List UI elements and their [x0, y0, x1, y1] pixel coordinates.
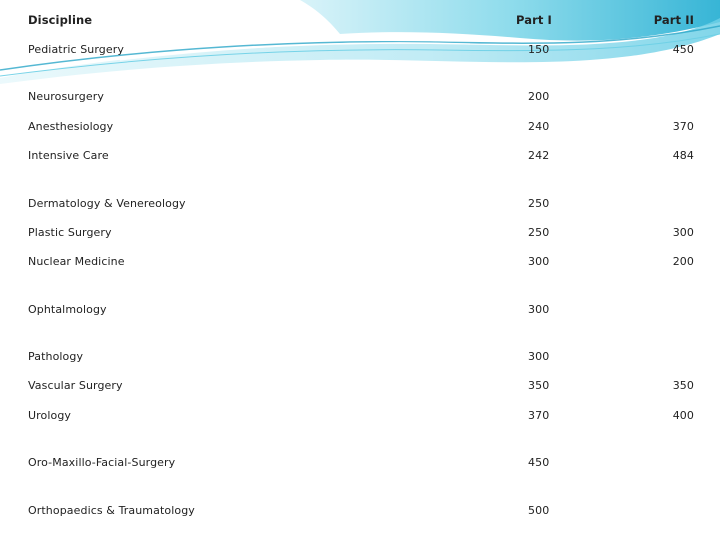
row-part2: 484 [672, 149, 694, 162]
row-discipline: Pathology [28, 350, 84, 363]
row-part2: 400 [672, 409, 694, 422]
row-part1: 242 [528, 149, 550, 162]
row-part1: 240 [528, 120, 550, 133]
row-discipline: Dermatology & Venereology [28, 197, 186, 210]
header-discipline: Discipline [28, 13, 93, 27]
row-part2: 450 [672, 43, 694, 56]
wave-shape-main [300, 0, 720, 41]
row-discipline: Anesthesiology [28, 120, 114, 133]
row-part2: 200 [672, 255, 694, 268]
row-part1: 300 [528, 255, 550, 268]
row-part2: 300 [672, 226, 694, 239]
header-part1: Part I [516, 13, 552, 27]
row-discipline: Neurosurgery [28, 90, 104, 103]
row-discipline: Orthopaedics & Traumatology [28, 504, 195, 517]
row-discipline: Nuclear Medicine [28, 255, 125, 268]
row-part1: 300 [528, 303, 550, 316]
row-discipline: Urology [28, 409, 72, 422]
row-part1: 500 [528, 504, 550, 517]
wave-shape-lower [0, 18, 720, 84]
decorative-wave-banner [0, 0, 720, 84]
row-part1: 250 [528, 197, 550, 210]
row-discipline: Ophtalmology [28, 303, 107, 316]
row-discipline: Intensive Care [28, 149, 109, 162]
row-part1: 150 [528, 43, 550, 56]
row-discipline: Oro-Maxillo-Facial-Surgery [28, 456, 176, 469]
row-part1: 450 [528, 456, 550, 469]
wave-line-1 [0, 25, 720, 71]
row-part1: 250 [528, 226, 550, 239]
row-part2: 350 [672, 379, 694, 392]
row-discipline: Plastic Surgery [28, 226, 112, 239]
header-part2: Part II [653, 13, 694, 27]
wave-line-3 [119, 42, 471, 61]
row-discipline: Pediatric Surgery [28, 43, 124, 56]
row-part2: 370 [672, 120, 694, 133]
row-discipline: Vascular Surgery [28, 379, 123, 392]
row-part1: 350 [528, 379, 550, 392]
row-part1: 300 [528, 350, 550, 363]
wave-line-2 [0, 33, 720, 77]
row-part1: 200 [528, 90, 550, 103]
row-part1: 370 [528, 409, 550, 422]
